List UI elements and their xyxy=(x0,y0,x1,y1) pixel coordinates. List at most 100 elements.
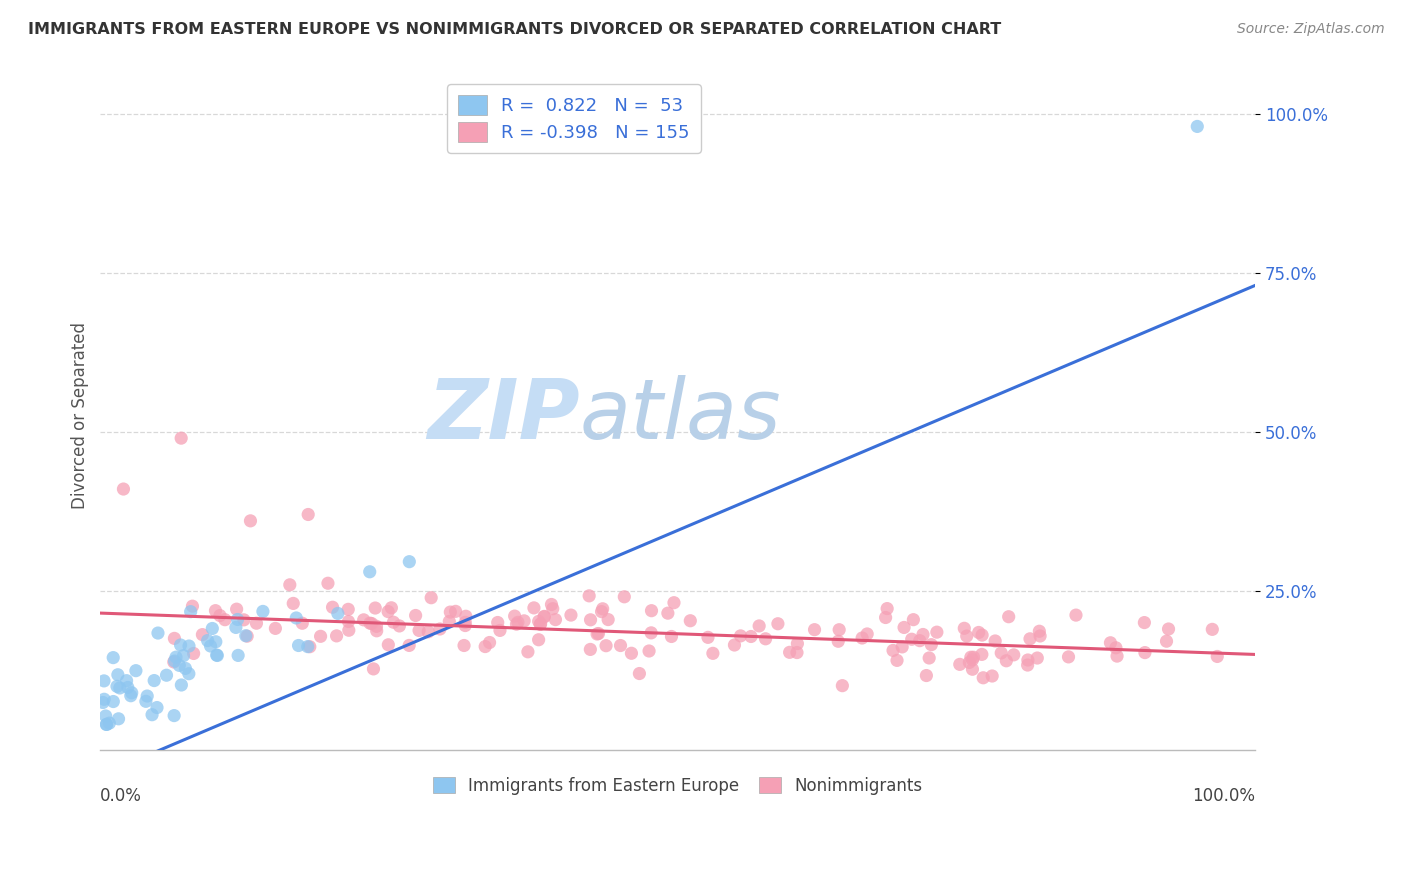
Point xyxy=(560,608,582,623)
Point xyxy=(201,622,224,636)
Point xyxy=(730,629,752,643)
Point xyxy=(245,616,267,631)
Point xyxy=(353,613,375,627)
Point xyxy=(962,662,984,676)
Point xyxy=(962,653,984,667)
Point xyxy=(208,608,231,623)
Point xyxy=(972,671,994,685)
Legend: Immigrants from Eastern Europe, Nonimmigrants: Immigrants from Eastern Europe, Nonimmig… xyxy=(426,771,929,802)
Point xyxy=(364,601,387,615)
Point xyxy=(972,628,994,642)
Point xyxy=(287,639,309,653)
Point xyxy=(429,622,451,636)
Point xyxy=(997,609,1019,624)
Point xyxy=(516,645,538,659)
Point xyxy=(1105,640,1128,655)
Point xyxy=(1029,629,1052,643)
Point xyxy=(970,648,993,662)
Point xyxy=(146,626,169,640)
Point xyxy=(529,616,551,631)
Point xyxy=(900,632,922,647)
Point xyxy=(740,630,762,644)
Point xyxy=(439,605,461,619)
Point xyxy=(283,596,305,610)
Point xyxy=(1017,653,1039,667)
Point xyxy=(165,650,187,665)
Point xyxy=(523,600,546,615)
Point xyxy=(115,673,138,688)
Point xyxy=(444,604,467,618)
Point xyxy=(967,625,990,640)
Point xyxy=(359,616,381,631)
Point xyxy=(609,639,631,653)
Point xyxy=(578,589,600,603)
Point xyxy=(453,639,475,653)
Point xyxy=(891,640,914,654)
Point xyxy=(657,606,679,620)
Point xyxy=(183,647,205,661)
Point xyxy=(755,632,778,646)
Point xyxy=(204,604,226,618)
Point xyxy=(1201,623,1223,637)
Point xyxy=(893,620,915,634)
Point xyxy=(766,616,789,631)
Point xyxy=(181,599,204,614)
Point xyxy=(174,661,197,675)
Point xyxy=(506,615,529,630)
Point xyxy=(420,591,443,605)
Point xyxy=(388,619,411,633)
Text: IMMIGRANTS FROM EASTERN EUROPE VS NONIMMIGRANTS DIVORCED OR SEPARATED CORRELATIO: IMMIGRANTS FROM EASTERN EUROPE VS NONIMM… xyxy=(28,22,1001,37)
Point xyxy=(382,615,405,630)
Point xyxy=(831,679,853,693)
Point xyxy=(232,613,254,627)
Point xyxy=(640,604,662,618)
Point xyxy=(1017,658,1039,673)
Point xyxy=(239,514,262,528)
Point xyxy=(1105,649,1128,664)
Point xyxy=(1156,634,1178,648)
Point xyxy=(953,621,976,635)
Point xyxy=(180,605,202,619)
Point xyxy=(226,612,249,626)
Point xyxy=(984,634,1007,648)
Point xyxy=(236,629,259,643)
Point xyxy=(454,618,477,632)
Point xyxy=(163,655,186,669)
Point xyxy=(322,600,344,615)
Point xyxy=(163,708,186,723)
Point xyxy=(93,692,115,706)
Point xyxy=(197,633,219,648)
Point xyxy=(591,605,613,619)
Point xyxy=(163,654,186,668)
Point xyxy=(103,650,125,665)
Point xyxy=(309,629,332,643)
Point xyxy=(588,626,610,640)
Point xyxy=(105,679,128,693)
Point xyxy=(117,681,139,695)
Point xyxy=(363,662,385,676)
Point xyxy=(214,613,236,627)
Point xyxy=(225,602,247,616)
Point xyxy=(803,623,825,637)
Point xyxy=(513,614,536,628)
Point xyxy=(638,644,661,658)
Point xyxy=(136,689,159,703)
Point xyxy=(925,625,948,640)
Point xyxy=(337,615,360,629)
Point xyxy=(598,613,620,627)
Point xyxy=(962,650,984,665)
Point xyxy=(107,712,129,726)
Point xyxy=(439,615,461,629)
Point xyxy=(377,638,399,652)
Point xyxy=(107,667,129,681)
Point xyxy=(541,601,564,615)
Point xyxy=(956,629,979,643)
Point xyxy=(94,709,117,723)
Point xyxy=(1019,632,1042,646)
Point xyxy=(177,666,200,681)
Point xyxy=(586,627,609,641)
Point xyxy=(173,648,195,663)
Text: 100.0%: 100.0% xyxy=(1192,787,1256,805)
Point xyxy=(103,694,125,708)
Point xyxy=(918,651,941,665)
